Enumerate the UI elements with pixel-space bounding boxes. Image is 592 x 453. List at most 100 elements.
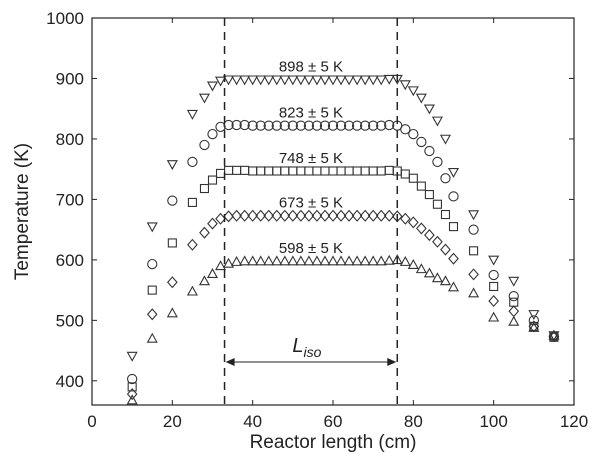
- data-point-triangle-down: [186, 109, 198, 120]
- data-point-circle: [287, 120, 298, 131]
- isothermal-length-arrow: [225, 358, 397, 366]
- data-point-circle: [343, 120, 355, 131]
- data-point-diamond: [367, 209, 379, 222]
- data-point-triangle-up: [239, 255, 251, 266]
- data-point-circle: [400, 124, 411, 135]
- data-point-diamond: [440, 243, 451, 256]
- data-point-diamond: [223, 210, 234, 223]
- x-tick-label: 100: [479, 412, 507, 431]
- data-point-triangle-down: [367, 75, 379, 86]
- data-point-triangle-up: [247, 255, 259, 266]
- data-point-circle: [359, 120, 371, 131]
- series-temperature-annotation: 748 ± 5 K: [279, 150, 343, 167]
- data-point-triangle-up: [407, 258, 419, 269]
- data-point-diamond: [327, 209, 339, 222]
- data-point-triangle-down: [279, 75, 291, 86]
- y-tick-label: 700: [56, 190, 84, 209]
- data-point-circle: [508, 291, 519, 302]
- data-point-circle: [416, 136, 427, 148]
- data-point-triangle-down: [247, 75, 259, 86]
- series-temperature-annotation: 598 ± 5 K: [279, 240, 343, 257]
- data-point-triangle-up: [206, 268, 219, 279]
- y-tick-label: 500: [56, 311, 84, 330]
- data-point-diamond: [399, 212, 411, 225]
- data-point-triangle-up: [343, 255, 355, 266]
- data-point-square: [187, 197, 197, 207]
- data-point-triangle-down: [166, 160, 178, 171]
- data-point-triangle-down: [319, 75, 331, 86]
- data-point-circle: [231, 119, 242, 131]
- y-tick-label: 1000: [46, 9, 84, 28]
- data-point-square: [469, 246, 479, 256]
- data-point-triangle-down: [271, 75, 283, 86]
- data-point-diamond: [247, 209, 259, 222]
- data-point-triangle-up: [508, 315, 520, 326]
- data-point-circle: [488, 269, 499, 281]
- data-point-triangle-down: [231, 75, 243, 86]
- data-point-diamond: [548, 330, 560, 343]
- data-point-diamond: [359, 209, 371, 222]
- data-point-triangle-up: [126, 394, 138, 405]
- data-point-circle: [311, 120, 323, 131]
- data-point-circle: [247, 120, 258, 131]
- data-point-triangle-up: [367, 255, 379, 266]
- x-axis-label: Reactor length (cm): [250, 432, 417, 453]
- data-point-diamond: [207, 217, 218, 230]
- data-point-diamond: [424, 229, 435, 242]
- data-point-triangle-down: [223, 75, 235, 86]
- data-point-diamond: [287, 209, 299, 222]
- data-point-circle: [147, 258, 158, 270]
- data-point-diamond: [187, 238, 198, 251]
- series-temperature-annotation: 898 ± 5 K: [279, 59, 343, 76]
- data-point-circle: [127, 373, 138, 385]
- data-point-triangle-down: [359, 75, 371, 86]
- data-point-triangle-up: [186, 285, 198, 296]
- data-point-circle: [384, 119, 395, 131]
- data-point-diamond: [343, 209, 355, 222]
- data-point-triangle-down: [327, 75, 339, 86]
- data-point-circle: [368, 120, 379, 131]
- data-point-triangle-down: [439, 134, 452, 145]
- data-point-diamond: [335, 209, 347, 222]
- data-point-triangle-up: [423, 267, 435, 278]
- data-point-triangle-up: [383, 254, 395, 265]
- data-point-triangle-up: [295, 255, 307, 266]
- data-point-circle: [335, 120, 347, 131]
- data-point-square: [448, 222, 459, 232]
- data-point-triangle-down: [383, 74, 395, 85]
- data-point-triangle-down: [295, 75, 307, 86]
- data-point-diamond: [488, 294, 500, 308]
- data-point-triangle-up: [311, 255, 323, 266]
- data-point-triangle-up: [359, 255, 371, 266]
- data-point-diamond: [407, 216, 419, 229]
- data-point-circle: [376, 120, 387, 131]
- data-point-circle: [448, 191, 459, 202]
- data-point-triangle-down: [126, 351, 138, 362]
- data-point-triangle-up: [431, 272, 443, 283]
- data-point-triangle-up: [287, 255, 299, 266]
- arrow-head-right: [387, 358, 397, 366]
- data-point-triangle-up: [335, 255, 347, 266]
- x-tick-label: 0: [87, 412, 96, 431]
- data-point-triangle-up: [198, 275, 211, 286]
- data-point-circle: [271, 120, 282, 131]
- data-point-triangle-up: [415, 263, 427, 274]
- data-point-circle: [215, 121, 226, 132]
- data-point-triangle-down: [146, 222, 158, 233]
- data-point-diamond: [126, 388, 138, 401]
- data-point-circle: [239, 119, 250, 131]
- x-tick-label: 80: [404, 412, 423, 431]
- data-point-diamond: [383, 209, 395, 222]
- data-point-square: [408, 173, 418, 183]
- data-point-triangle-up: [146, 332, 158, 343]
- data-point-diamond: [231, 209, 242, 222]
- data-point-triangle-down: [255, 75, 267, 86]
- data-point-triangle-up: [271, 255, 283, 266]
- data-point-triangle-up: [447, 281, 460, 292]
- data-point-diamond: [199, 226, 210, 239]
- data-point-circle: [440, 173, 451, 184]
- data-point-triangle-down: [399, 80, 411, 91]
- data-point-diamond: [468, 268, 479, 281]
- y-tick-label: 400: [56, 372, 84, 391]
